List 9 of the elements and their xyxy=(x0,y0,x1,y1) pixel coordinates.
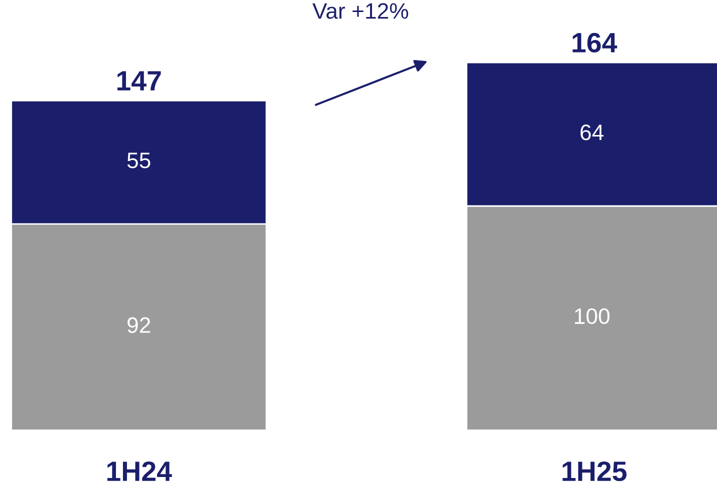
data-label: 64 xyxy=(580,124,604,140)
x-tick-label: 1H25 xyxy=(562,461,627,482)
total-label: 147 xyxy=(117,71,161,90)
data-label: 92 xyxy=(128,317,150,334)
total-label: 164 xyxy=(572,32,618,53)
data-label: 100 xyxy=(574,308,610,324)
data-label: 55 xyxy=(127,152,150,168)
x-tick-label: 1H24 xyxy=(107,461,172,481)
text: Var +12% xyxy=(312,3,408,19)
